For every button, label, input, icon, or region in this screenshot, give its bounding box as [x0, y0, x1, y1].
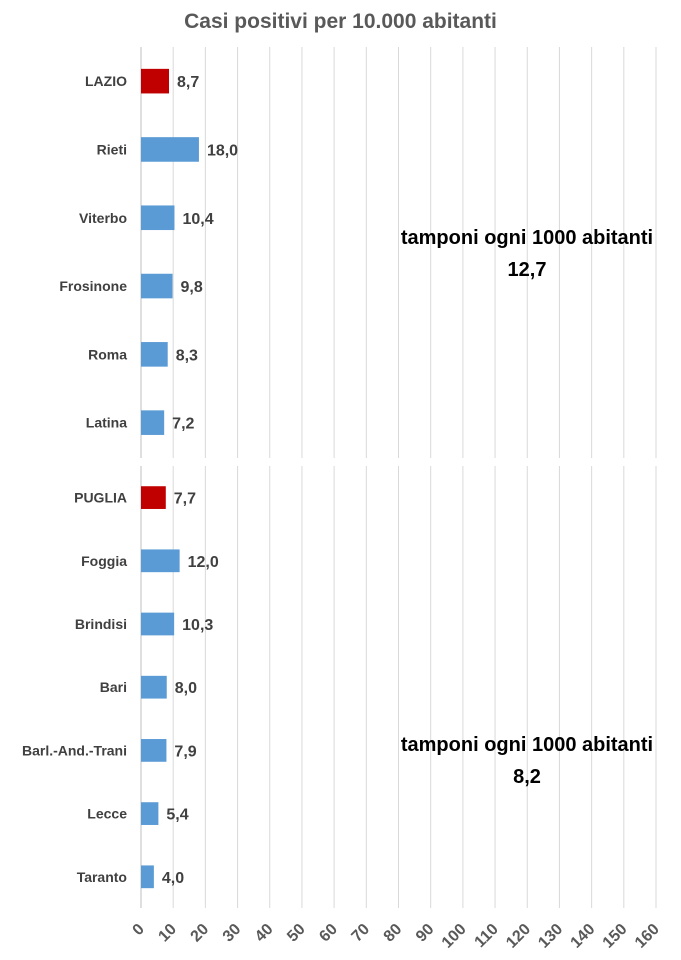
x-tick-label-70: 70 — [349, 921, 374, 946]
data-label-puglia: 7,7 — [174, 491, 196, 508]
category-label-roma: Roma — [88, 346, 127, 362]
category-label-brindisi: Brindisi — [75, 616, 127, 632]
data-label-barl-and-trani: 7,9 — [174, 743, 196, 760]
bar-lecce — [141, 802, 159, 825]
bar-rieti — [141, 137, 199, 162]
category-label-rieti: Rieti — [97, 141, 127, 157]
data-label-viterbo: 10,4 — [182, 211, 213, 228]
puglia-tests-note-value: 8,2 — [513, 766, 541, 788]
category-label-bari: Bari — [100, 679, 127, 695]
x-tick-label-120: 120 — [503, 921, 534, 952]
puglia-tests-note: tamponi ogni 1000 abitanti 8,2 — [377, 729, 677, 793]
category-label-lecce: Lecce — [87, 806, 127, 822]
category-label-barl-and-trani: Barl.-And.-Trani — [22, 742, 127, 758]
lazio-tests-note: tamponi ogni 1000 abitanti 12,7 — [377, 222, 677, 286]
x-tick-label-90: 90 — [413, 921, 438, 946]
data-label-frosinone: 9,8 — [181, 279, 203, 296]
bar-lazio — [141, 68, 170, 94]
lazio-tests-note-text: tamponi ogni 1000 abitanti — [400, 227, 654, 249]
data-label-lazio: 8,7 — [177, 74, 199, 91]
data-label-roma: 8,3 — [176, 347, 198, 364]
chart-title: Casi positivi per 10.000 abitanti — [184, 10, 497, 33]
x-tick-label-100: 100 — [439, 921, 470, 952]
bar-frosinone — [141, 273, 173, 299]
bar-latina — [141, 410, 165, 435]
category-label-frosinone: Frosinone — [59, 278, 127, 294]
x-tick-label-160: 160 — [632, 921, 663, 952]
x-tick-label-110: 110 — [472, 921, 502, 951]
bar-puglia — [141, 486, 166, 509]
bar-barl-and-trani — [141, 739, 167, 762]
data-label-rieti: 18,0 — [207, 142, 238, 159]
data-label-bari: 8,0 — [175, 680, 197, 697]
category-label-taranto: Taranto — [77, 869, 127, 885]
lazio-tests-note-value: 12,7 — [507, 259, 547, 281]
puglia-tests-note-text: tamponi ogni 1000 abitanti — [400, 734, 654, 756]
x-tick-label-50: 50 — [284, 921, 309, 946]
bar-viterbo — [141, 205, 175, 231]
x-tick-label-0: 0 — [130, 921, 148, 939]
category-label-latina: Latina — [86, 415, 127, 431]
bar-foggia — [141, 549, 180, 573]
x-tick-label-10: 10 — [155, 921, 180, 946]
category-label-viterbo: Viterbo — [79, 210, 127, 226]
category-label-puglia: PUGLIA — [74, 490, 127, 506]
x-tick-label-150: 150 — [600, 921, 631, 952]
x-tick-label-60: 60 — [316, 921, 341, 946]
bar-bari — [141, 675, 167, 699]
data-label-lecce: 5,4 — [166, 807, 188, 824]
x-tick-label-40: 40 — [252, 921, 277, 946]
x-tick-label-80: 80 — [381, 921, 406, 946]
x-tick-label-20: 20 — [188, 921, 213, 946]
bar-brindisi — [141, 612, 175, 636]
bar-taranto — [141, 865, 154, 889]
data-label-foggia: 12,0 — [188, 554, 219, 571]
x-tick-label-30: 30 — [220, 921, 245, 946]
x-tick-label-140: 140 — [568, 921, 599, 952]
category-label-foggia: Foggia — [81, 553, 127, 569]
data-label-brindisi: 10,3 — [182, 617, 213, 634]
data-label-latina: 7,2 — [172, 416, 194, 433]
category-label-lazio: LAZIO — [85, 73, 127, 89]
data-label-taranto: 4,0 — [162, 870, 184, 887]
x-tick-label-130: 130 — [535, 921, 566, 952]
bar-roma — [141, 342, 168, 367]
